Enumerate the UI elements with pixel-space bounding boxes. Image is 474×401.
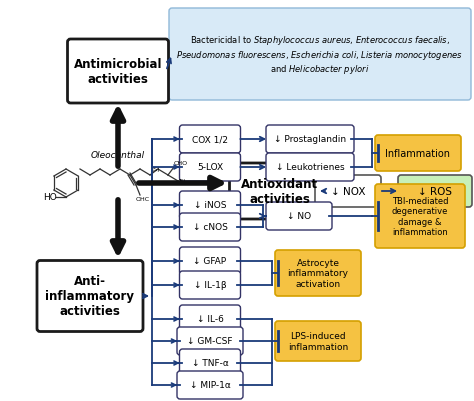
Text: OHC: OHC [136,197,150,202]
Text: ↓ ROS: ↓ ROS [418,186,452,196]
Text: ↓ Leukotrienes: ↓ Leukotrienes [276,163,344,172]
FancyBboxPatch shape [67,40,168,104]
FancyBboxPatch shape [398,176,472,207]
FancyBboxPatch shape [180,305,240,333]
Text: ↓ iNOS: ↓ iNOS [194,201,226,210]
Text: ↓ GFAP: ↓ GFAP [193,257,227,266]
FancyBboxPatch shape [177,371,243,399]
Text: Oleocanthal: Oleocanthal [91,151,145,160]
FancyBboxPatch shape [266,126,354,154]
FancyBboxPatch shape [180,271,240,299]
Text: ↓ IL-1β: ↓ IL-1β [194,281,226,290]
Text: ↓ MIP-1α: ↓ MIP-1α [190,381,230,389]
Text: ↓ GM-CSF: ↓ GM-CSF [187,337,233,346]
Text: Antimicrobial
activities: Antimicrobial activities [74,58,162,86]
Text: CHO: CHO [174,161,188,166]
Text: ↓ NOX: ↓ NOX [331,186,365,196]
FancyBboxPatch shape [315,176,381,207]
Text: Antioxidant
activities: Antioxidant activities [241,178,319,205]
Text: ↓ cNOS: ↓ cNOS [192,223,228,232]
Text: Anti-
inflammatory
activities: Anti- inflammatory activities [46,275,135,318]
Text: COX 1/2: COX 1/2 [192,135,228,144]
Text: Bactericidal to $\it{Staphylococcus\ aureus}$, $\it{Enterococcus\ faecalis}$,
$\: Bactericidal to $\it{Staphylococcus\ aur… [176,34,464,76]
Text: 5-LOX: 5-LOX [197,163,223,172]
Text: ↓ NO: ↓ NO [287,212,311,221]
FancyBboxPatch shape [180,247,240,275]
FancyBboxPatch shape [266,203,332,231]
Text: (E): (E) [178,179,187,184]
FancyBboxPatch shape [37,261,143,332]
FancyBboxPatch shape [180,192,240,219]
FancyBboxPatch shape [180,154,240,182]
Text: TBI-mediated
degenerative
damage &
inflammation: TBI-mediated degenerative damage & infla… [392,196,448,237]
FancyBboxPatch shape [229,164,330,219]
FancyBboxPatch shape [180,349,240,377]
Text: ↓ TNF-α: ↓ TNF-α [191,358,228,368]
FancyBboxPatch shape [177,327,243,355]
Text: (S): (S) [152,167,160,172]
FancyBboxPatch shape [169,9,471,101]
Text: Inflammation: Inflammation [385,149,450,159]
Text: ↓ IL-6: ↓ IL-6 [197,315,223,324]
FancyBboxPatch shape [275,250,361,296]
FancyBboxPatch shape [375,136,461,172]
FancyBboxPatch shape [180,126,240,154]
FancyBboxPatch shape [180,213,240,241]
Text: LPS-induced
inflammation: LPS-induced inflammation [288,332,348,351]
Text: ↓ Prostaglandin: ↓ Prostaglandin [274,135,346,144]
Text: Astrocyte
inflammatory
activation: Astrocyte inflammatory activation [288,259,348,288]
Text: HO: HO [43,193,57,202]
FancyBboxPatch shape [275,321,361,361]
FancyBboxPatch shape [266,154,354,182]
FancyBboxPatch shape [375,184,465,248]
